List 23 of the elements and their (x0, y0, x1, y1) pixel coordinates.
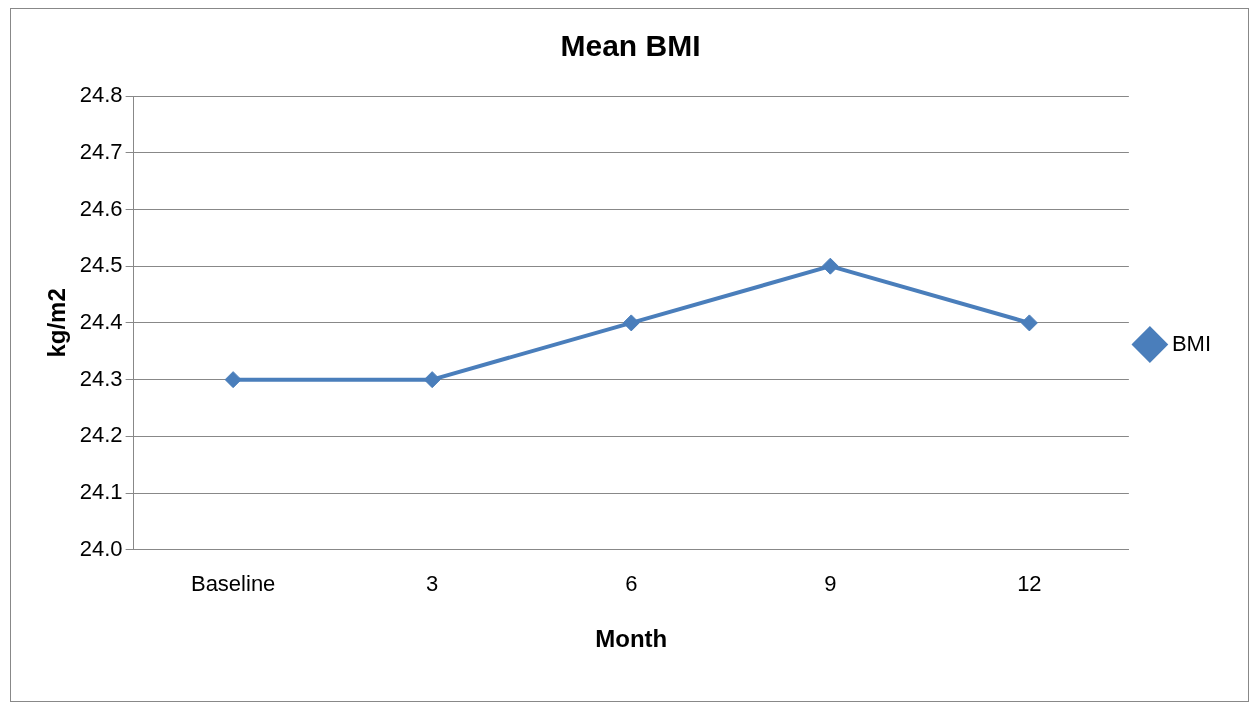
y-tick-label: 24.7 (79, 138, 123, 164)
y-tick-label: 24.6 (79, 195, 123, 221)
y-tick-label: 24.1 (79, 479, 123, 505)
legend-label: BMI (1171, 330, 1212, 356)
y-tick-label: 24.4 (79, 308, 123, 334)
x-tick-label: 12 (1017, 571, 1042, 597)
chart-title: Mean BMI (560, 29, 701, 63)
x-tick-label: 6 (625, 571, 638, 597)
point (1020, 314, 1038, 332)
x-tick-label: 3 (426, 571, 439, 597)
y-tick-label: 24.0 (79, 535, 123, 561)
y-tick-label: 24.3 (79, 365, 123, 391)
point (224, 371, 242, 389)
x-tick-label: 9 (824, 571, 837, 597)
point (622, 314, 640, 332)
point (423, 371, 441, 389)
point (821, 257, 839, 275)
y-tick-label: 24.5 (79, 252, 123, 278)
x-axis-title: Month (595, 625, 668, 653)
y-tick-label: 24.8 (79, 82, 123, 108)
y-axis-title: kg/m2 (43, 288, 71, 358)
x-tick-label: Baseline (190, 571, 276, 597)
y-tick-label: 24.2 (79, 422, 123, 448)
